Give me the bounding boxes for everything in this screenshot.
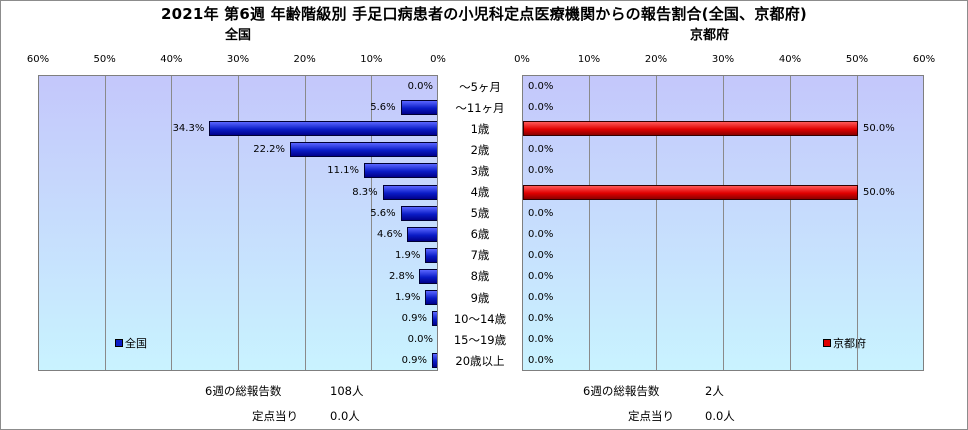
national-x-tick: 40%	[160, 54, 183, 65]
national-bar	[400, 100, 437, 116]
national-legend-label: 全国	[125, 337, 147, 350]
national-per-value: 0.0人	[330, 409, 360, 423]
national-gridline	[171, 76, 173, 370]
national-bar	[407, 226, 437, 242]
national-legend-swatch	[115, 339, 123, 347]
age-category-label: 10～14歳	[453, 311, 507, 326]
national-x-tick: 10%	[360, 54, 383, 65]
kyoto-legend-label: 京都府	[833, 337, 866, 350]
kyoto-value-label: 0.0%	[528, 292, 554, 303]
kyoto-total-label: 6週の総報告数	[583, 384, 660, 398]
age-category-label: 3歳	[470, 163, 490, 178]
national-bar	[425, 247, 437, 263]
national-x-tick: 50%	[93, 54, 116, 65]
kyoto-total-value: 2人	[705, 384, 724, 398]
kyoto-plot-area: 京都府 0.0% 0.0% 50.0% 0.0% 0.0% 50.0% 0.0% 0.0% 0.…	[522, 75, 924, 371]
kyoto-subtitle: 京都府	[690, 28, 730, 43]
age-category-label: 20歳以上	[455, 353, 505, 368]
kyoto-legend: 京都府	[823, 335, 866, 351]
kyoto-x-tick: 60%	[912, 54, 936, 65]
kyoto-value-label: 0.0%	[528, 270, 554, 282]
age-category-label: 6歳	[470, 227, 490, 242]
kyoto-value-label: 0.0%	[528, 207, 554, 219]
kyoto-bar	[523, 121, 858, 137]
national-gridline	[304, 76, 306, 370]
national-x-tick: 20%	[293, 54, 316, 65]
chart-title: 2021年 第6週 年齢階級別 手足口病患者の小児科定点医療機関からの報告割合(…	[161, 5, 807, 23]
age-category-label: 5歳	[470, 206, 490, 221]
age-category-label: 8歳	[470, 269, 490, 284]
kyoto-value-label: 0.0%	[528, 249, 554, 261]
age-category-label: 4歳	[470, 185, 490, 199]
age-category-label: ～5ヶ月	[459, 79, 501, 94]
national-value-label: 2.8%	[388, 270, 415, 282]
national-bar	[425, 290, 437, 305]
national-value-label: 4.6%	[376, 228, 403, 240]
kyoto-x-tick: 40%	[778, 54, 802, 65]
kyoto-per-label: 定点当り	[628, 409, 674, 423]
age-category-label: 1歳	[470, 121, 490, 136]
national-value-label: 1.9%	[394, 292, 421, 303]
national-value-label: 0.0%	[407, 81, 433, 92]
kyoto-value-label: 0.0%	[528, 355, 554, 367]
kyoto-value-label: 0.0%	[528, 165, 554, 177]
age-category-label: 7歳	[470, 248, 490, 263]
national-bar	[432, 311, 437, 327]
national-bar	[419, 268, 437, 284]
kyoto-legend-swatch	[823, 339, 831, 347]
kyoto-x-tick: 0%	[514, 54, 530, 65]
national-value-label: 0.9%	[401, 355, 427, 367]
kyoto-value-label: 0.0%	[528, 313, 554, 325]
kyoto-value-label: 0.0%	[528, 334, 554, 346]
age-category-label: 15～19歳	[453, 332, 507, 347]
age-category-label: 2歳	[470, 142, 490, 157]
national-value-label: 0.0%	[407, 334, 433, 346]
kyoto-value-label: 0.0%	[528, 144, 554, 156]
national-x-tick: 60%	[26, 54, 50, 65]
kyoto-x-tick: 30%	[711, 54, 735, 65]
national-value-label: 5.6%	[370, 207, 396, 219]
kyoto-value-label: 0.0%	[528, 102, 554, 114]
kyoto-gridline	[790, 76, 791, 370]
national-gridline	[104, 76, 106, 370]
age-category-label: 9歳	[470, 290, 490, 305]
national-bar	[432, 353, 437, 369]
kyoto-x-tick: 20%	[644, 54, 668, 65]
kyoto-gridline	[656, 76, 657, 370]
national-legend: 全国	[115, 335, 147, 351]
kyoto-value-label: 0.0%	[528, 228, 554, 240]
kyoto-bar	[523, 184, 858, 200]
national-total-label: 6週の総報告数	[205, 384, 282, 398]
national-bar	[382, 184, 437, 200]
national-value-label: 22.2%	[253, 144, 285, 156]
national-value-label: 1.9%	[394, 249, 421, 261]
national-value-label: 8.3%	[352, 186, 378, 198]
kyoto-per-value: 0.0人	[705, 409, 735, 423]
age-category-label: ～11ヶ月	[455, 100, 505, 115]
kyoto-value-label: 0.0%	[528, 81, 554, 92]
kyoto-value-label: 50.0%	[863, 186, 895, 198]
national-total-value: 108人	[330, 384, 364, 398]
national-subtitle: 全国	[225, 28, 252, 43]
kyoto-x-tick: 10%	[577, 54, 601, 65]
national-bar	[290, 142, 437, 158]
national-plot-area: 全国 0.0% 5.6% 34.3% 22.2% 11.1% 8.3% 5.6% 4.6% 1.…	[38, 75, 438, 371]
kyoto-gridline	[589, 76, 590, 370]
national-bar	[364, 163, 437, 179]
national-bar	[400, 205, 437, 221]
national-gridline	[238, 76, 239, 370]
kyoto-gridline	[723, 76, 724, 370]
national-value-label: 5.6%	[370, 102, 396, 114]
national-bar	[209, 121, 437, 137]
national-value-label: 34.3%	[172, 123, 205, 135]
national-per-label: 定点当り	[252, 409, 298, 423]
kyoto-gridline	[857, 76, 858, 370]
national-value-label: 0.9%	[401, 313, 427, 325]
national-x-tick: 30%	[226, 54, 250, 65]
kyoto-x-tick: 50%	[845, 54, 869, 65]
national-value-label: 11.1%	[327, 165, 359, 177]
kyoto-value-label: 50.0%	[863, 123, 895, 135]
national-gridline	[371, 76, 373, 370]
national-x-tick: 0%	[430, 54, 446, 65]
